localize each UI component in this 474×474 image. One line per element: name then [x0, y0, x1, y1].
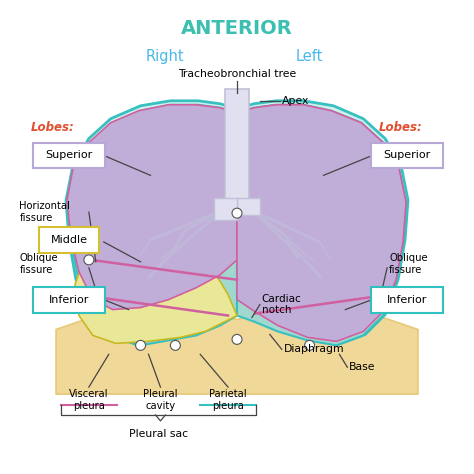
Text: Right: Right [146, 49, 185, 64]
Text: Pleural
cavity: Pleural cavity [143, 389, 178, 410]
Polygon shape [214, 198, 237, 220]
Circle shape [76, 290, 86, 300]
Text: Parietal
pleura: Parietal pleura [209, 389, 247, 410]
Text: Visceral
pleura: Visceral pleura [69, 389, 109, 410]
Circle shape [305, 340, 315, 350]
Text: Diaphragm: Diaphragm [284, 344, 344, 355]
Text: Inferior: Inferior [49, 295, 89, 305]
Polygon shape [237, 105, 406, 346]
Text: Horizontal
fissure: Horizontal fissure [19, 201, 70, 223]
Text: Oblique
fissure: Oblique fissure [19, 253, 58, 274]
Polygon shape [225, 89, 249, 200]
FancyBboxPatch shape [39, 227, 99, 253]
Polygon shape [237, 101, 408, 345]
Text: Tracheobronchial tree: Tracheobronchial tree [178, 69, 296, 79]
Text: Superior: Superior [46, 150, 92, 161]
Polygon shape [66, 101, 237, 345]
Circle shape [84, 255, 94, 265]
FancyBboxPatch shape [371, 287, 443, 312]
Circle shape [232, 335, 242, 345]
FancyBboxPatch shape [371, 143, 443, 168]
Text: Pleural sac: Pleural sac [129, 429, 188, 439]
Polygon shape [237, 198, 260, 215]
Text: Oblique
fissure: Oblique fissure [389, 253, 428, 274]
Text: Lobes:: Lobes: [379, 121, 423, 134]
Polygon shape [68, 105, 237, 346]
FancyBboxPatch shape [33, 143, 105, 168]
Circle shape [374, 292, 384, 302]
Text: Lobes:: Lobes: [31, 121, 75, 134]
Circle shape [232, 208, 242, 218]
Text: Left: Left [296, 49, 323, 64]
Text: Base: Base [349, 362, 376, 372]
Text: Inferior: Inferior [387, 295, 427, 305]
Polygon shape [237, 105, 406, 341]
Polygon shape [56, 308, 418, 394]
Circle shape [136, 340, 146, 350]
Text: Middle: Middle [51, 235, 88, 245]
Polygon shape [67, 105, 237, 310]
Text: Apex: Apex [282, 96, 309, 106]
Text: ANTERIOR: ANTERIOR [181, 19, 293, 38]
Text: Superior: Superior [383, 150, 430, 161]
FancyBboxPatch shape [33, 287, 105, 312]
Polygon shape [75, 220, 237, 343]
Circle shape [170, 340, 180, 350]
Text: Cardiac
notch: Cardiac notch [262, 294, 301, 315]
